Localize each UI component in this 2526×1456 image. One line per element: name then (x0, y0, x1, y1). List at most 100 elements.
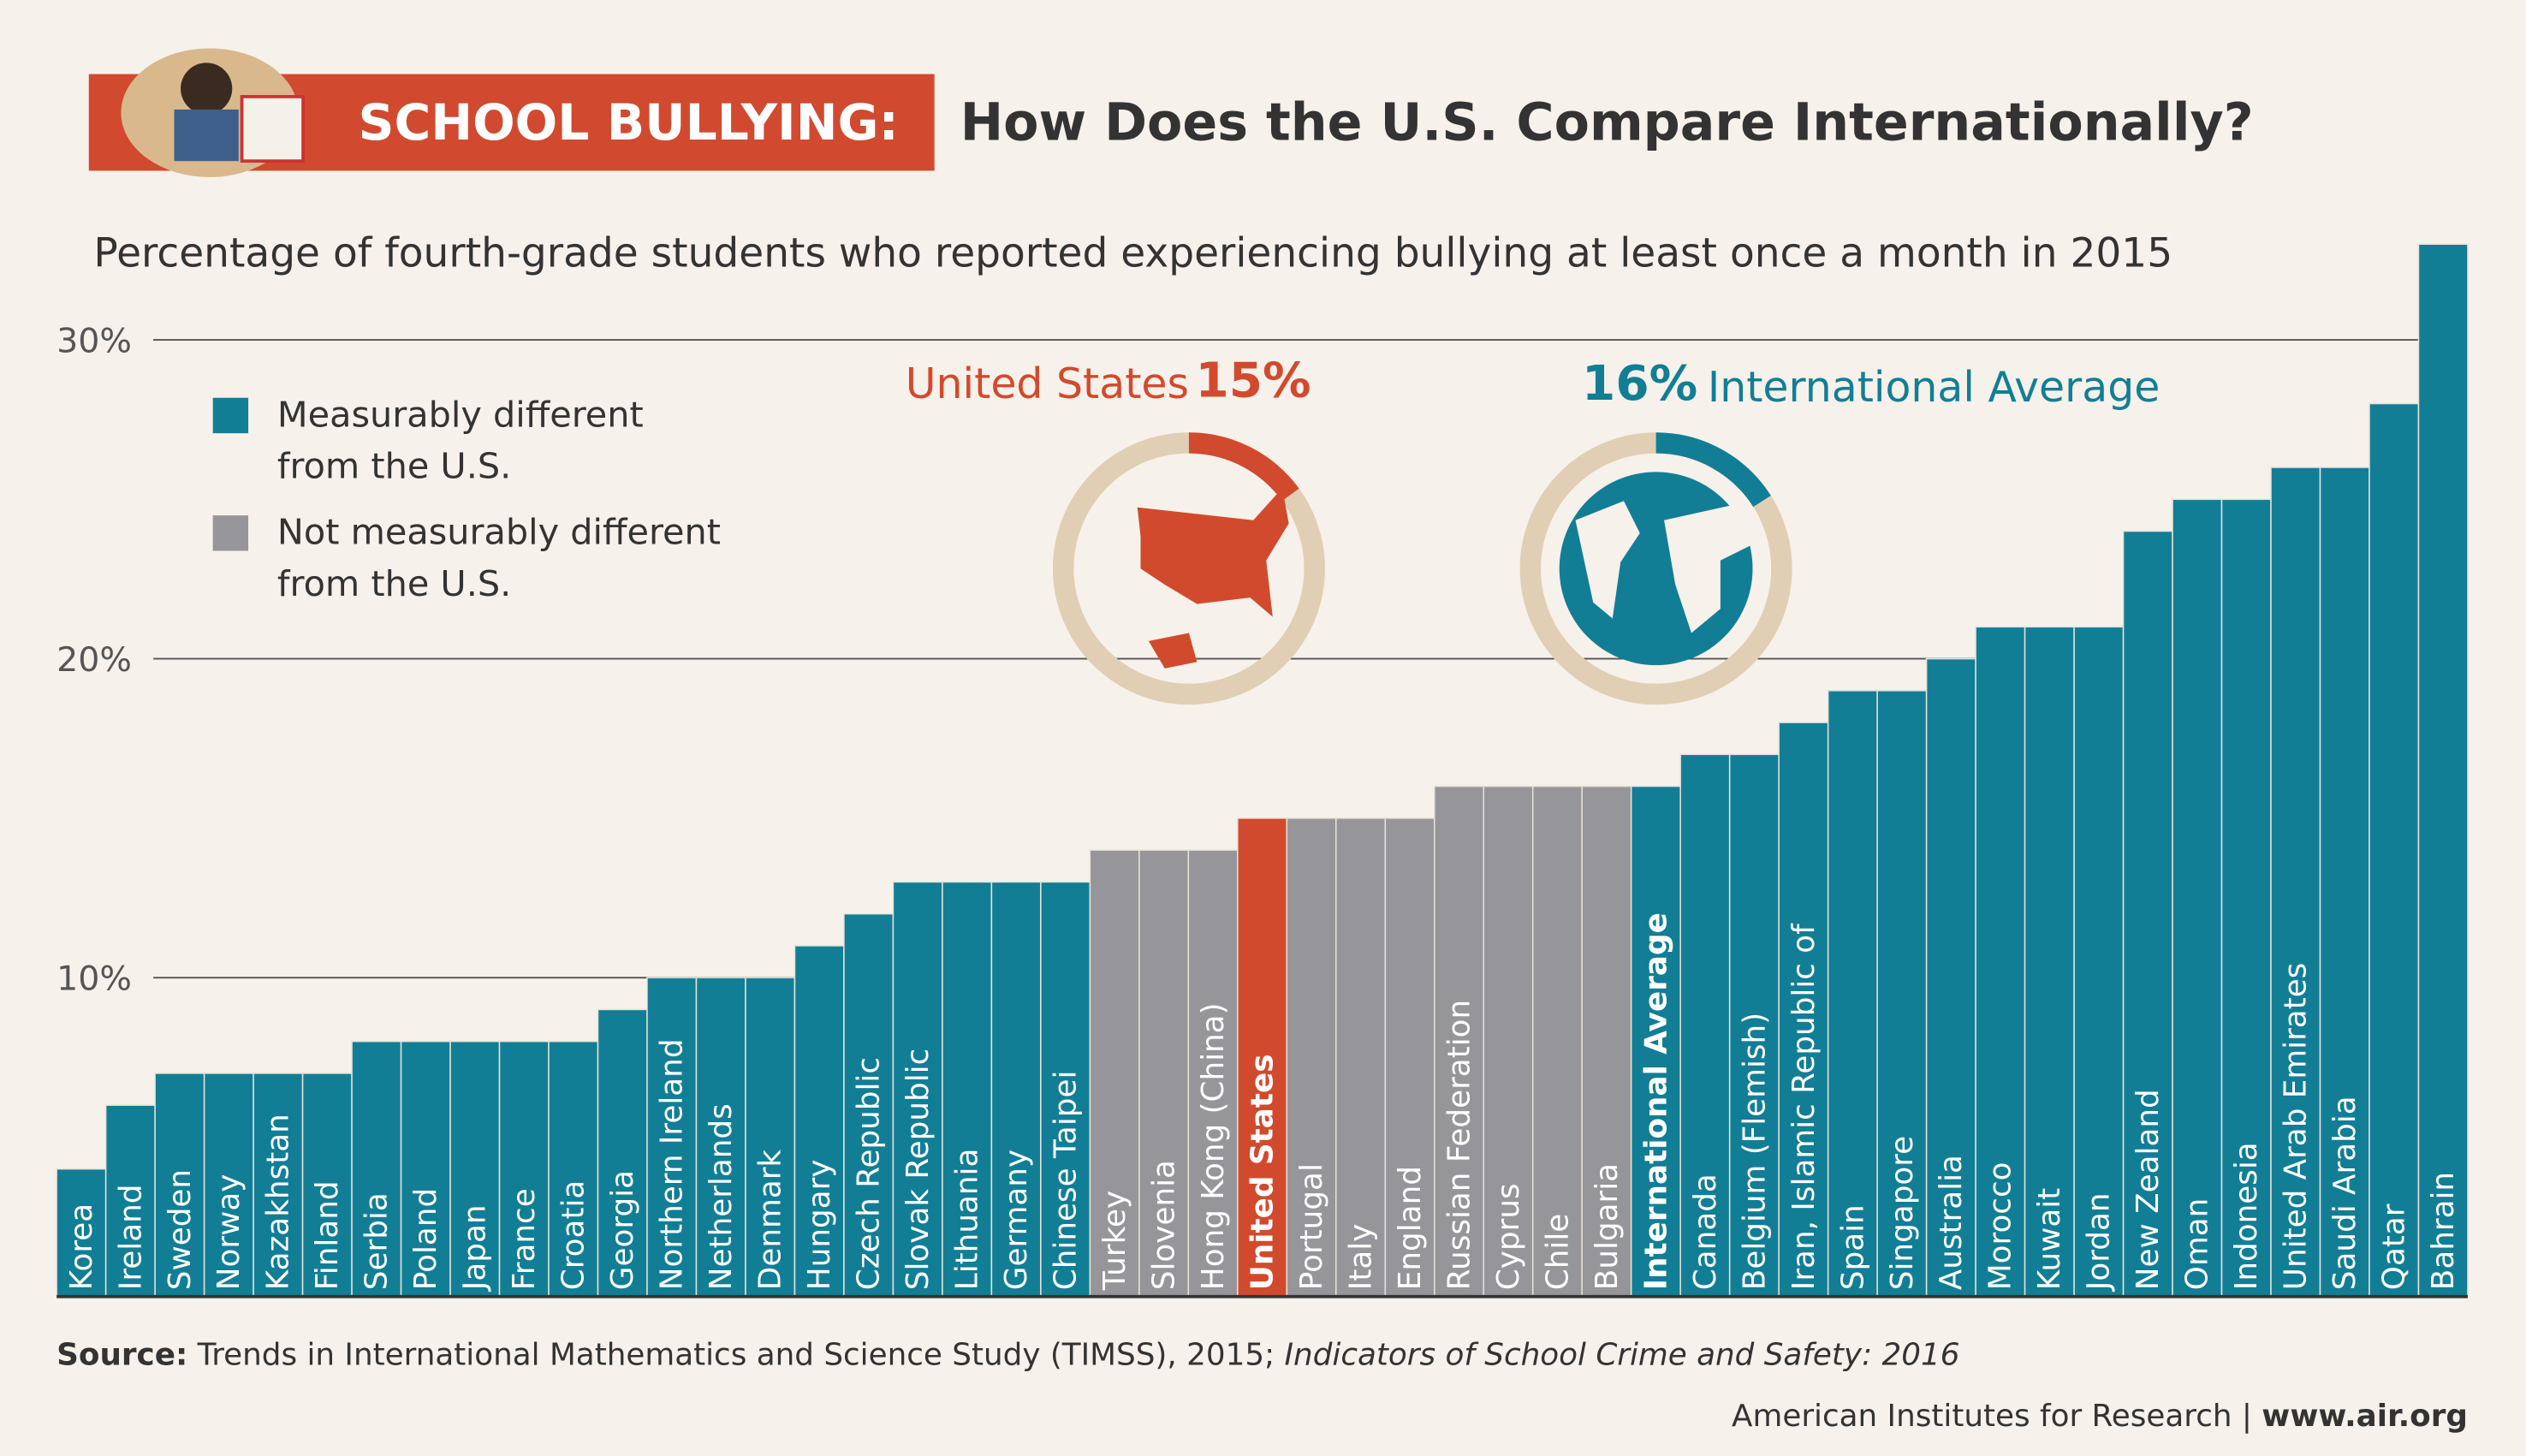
bar (498, 1040, 550, 1298)
x-tick-label: Canada (1688, 1174, 1723, 1290)
x-tick-label: Germany (999, 1150, 1034, 1290)
bar (1384, 817, 1435, 1298)
bar (1089, 849, 1140, 1298)
source: Source: Trends in International Mathemat… (56, 1337, 1959, 1372)
bar (1286, 817, 1337, 1298)
student-icon (121, 48, 305, 177)
x-tick-label: Qatar (2377, 1203, 2412, 1290)
x-tick-label: Denmark (753, 1150, 788, 1291)
x-tick-label: Northern Ireland (655, 1038, 690, 1290)
donut-name: International Average (1708, 363, 2160, 412)
bar (1531, 785, 1583, 1298)
x-tick-label: Bulgaria (1590, 1163, 1625, 1290)
x-tick-label: Cyprus (1491, 1183, 1526, 1290)
x-tick-label: Hong Kong (China) (1196, 1002, 1231, 1290)
bar (1581, 785, 1632, 1298)
bar (2319, 467, 2370, 1298)
x-tick-label: Georgia (605, 1170, 640, 1290)
y-tick-label: 10% (56, 959, 132, 998)
x-tick-label: Iran, Islamic Republic of (1786, 923, 1822, 1290)
bar (2417, 243, 2469, 1298)
bar (2368, 402, 2420, 1298)
x-tick-label: Indonesia (2229, 1142, 2264, 1290)
x-tick-label: Italy (1343, 1224, 1378, 1291)
x-tick-label: Serbia (360, 1192, 395, 1290)
x-tick-label: Hungary (802, 1160, 837, 1291)
header-tag: SCHOOL BULLYING: (358, 93, 898, 152)
bar (942, 881, 993, 1298)
source-italic: Indicators of School Crime and Safety: 2… (1285, 1337, 1960, 1372)
x-tick-label: Spain (1835, 1204, 1870, 1290)
x-tick-label: Norway (211, 1174, 247, 1291)
x-tick-label: Croatia (556, 1180, 591, 1291)
bar (1434, 785, 1484, 1298)
x-tick-label: Morocco (1983, 1162, 2018, 1291)
bar (1237, 817, 1288, 1298)
donut-value: 15% (1195, 353, 1311, 408)
x-tick-label: Kazakhstan (261, 1114, 296, 1290)
bar (1335, 817, 1387, 1298)
donut-value: 16% (1582, 356, 1697, 412)
legend-label: from the U.S. (277, 563, 511, 604)
x-tick-label: Chinese Taipei (1048, 1071, 1083, 1291)
credit: American Institutes for Research | www.a… (1732, 1399, 2468, 1434)
subtitle: Percentage of fourth-grade students who … (93, 230, 2172, 277)
x-tick-label: Slovak Republic (900, 1049, 936, 1290)
x-tick-label: Saudi Arabia (2327, 1096, 2363, 1290)
x-tick-label: Portugal (1294, 1163, 1329, 1290)
x-tick-label: Slovenia (1146, 1160, 1181, 1290)
bar (203, 1073, 254, 1298)
x-tick-label: Czech Republic (852, 1057, 887, 1290)
bar (695, 977, 746, 1298)
bar (1040, 881, 1091, 1298)
bar (2172, 498, 2223, 1298)
x-tick-label: Russian Federation (1441, 1000, 1477, 1290)
bar (1483, 785, 1534, 1298)
source-text: Trends in International Mathematics and … (197, 1337, 1275, 1372)
x-tick-label: France (507, 1188, 542, 1290)
header-tag-box (327, 83, 931, 164)
legend-swatch (212, 515, 249, 551)
x-tick-label: Australia (1934, 1155, 1969, 1290)
x-tick-label: Kuwait (2032, 1188, 2067, 1290)
continents (1575, 501, 1753, 633)
x-tick-label: New Zealand (2131, 1089, 2166, 1290)
source-label: Source: (56, 1337, 187, 1372)
x-tick-label: Korea (64, 1203, 99, 1290)
bar (892, 881, 943, 1298)
y-tick-label: 30% (56, 321, 132, 360)
x-tick-label: Jordan (2082, 1192, 2117, 1292)
x-tick-label: Sweden (163, 1169, 198, 1290)
x-tick-label: United Arab Emirates (2279, 963, 2314, 1291)
donut-name: United States (906, 360, 1189, 408)
donut-arc (1655, 432, 1771, 508)
header-title: How Does the U.S. Compare Internationall… (960, 92, 2254, 152)
donut-arc (1188, 432, 1299, 502)
x-tick-label: Singapore (1885, 1136, 1920, 1290)
bar (351, 1040, 402, 1298)
x-tick-label: Finland (310, 1180, 345, 1290)
legend-label: Not measurably different (277, 512, 721, 553)
x-tick-label: England (1393, 1166, 1428, 1290)
x-tick-label: Ireland (113, 1185, 148, 1291)
bar (301, 1073, 353, 1298)
x-tick-label: Poland (408, 1188, 443, 1290)
bar (1187, 849, 1239, 1298)
url: www.air.org (2262, 1399, 2468, 1434)
bar (449, 1040, 501, 1298)
y-tick-label: 20% (56, 640, 132, 680)
x-tick-label: International Average (1638, 912, 1673, 1290)
bar (990, 881, 1042, 1298)
x-tick-label: Lithuania (950, 1149, 985, 1291)
legend-label: from the U.S. (277, 446, 511, 487)
x-tick-label: Netherlands (704, 1103, 739, 1290)
x-tick-label: United States (1245, 1055, 1280, 1291)
bar (400, 1040, 451, 1298)
x-tick-label: Chile (1540, 1214, 1575, 1290)
bar (253, 1073, 304, 1298)
x-tick-label: Oman (2180, 1198, 2215, 1291)
bar (1630, 785, 1681, 1298)
x-tick-label: Japan (458, 1204, 493, 1292)
us-map (1137, 488, 1289, 669)
